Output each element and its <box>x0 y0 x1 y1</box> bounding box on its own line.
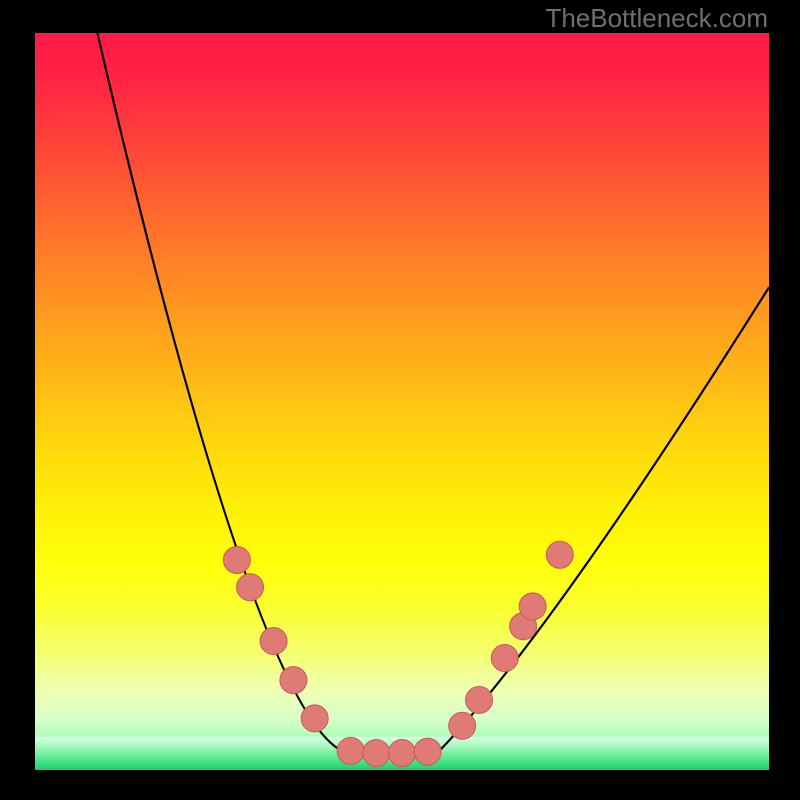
sample-marker <box>449 712 476 739</box>
sample-marker <box>301 705 328 732</box>
plot-area <box>35 33 769 770</box>
chart-svg <box>35 33 769 770</box>
watermark-text: TheBottleneck.com <box>545 3 768 34</box>
chart-stage: TheBottleneck.com <box>0 0 800 800</box>
sample-marker <box>546 541 573 568</box>
sample-marker <box>389 740 416 767</box>
sample-marker <box>337 737 364 764</box>
sample-marker <box>280 667 307 694</box>
sample-marker <box>466 686 493 713</box>
sample-marker <box>223 546 250 573</box>
sample-marker <box>363 740 390 767</box>
sample-marker <box>237 574 264 601</box>
sample-marker <box>519 593 546 620</box>
heat-gradient <box>35 33 769 770</box>
sample-marker <box>414 738 441 765</box>
sample-marker <box>491 644 518 671</box>
sample-marker <box>260 628 287 655</box>
